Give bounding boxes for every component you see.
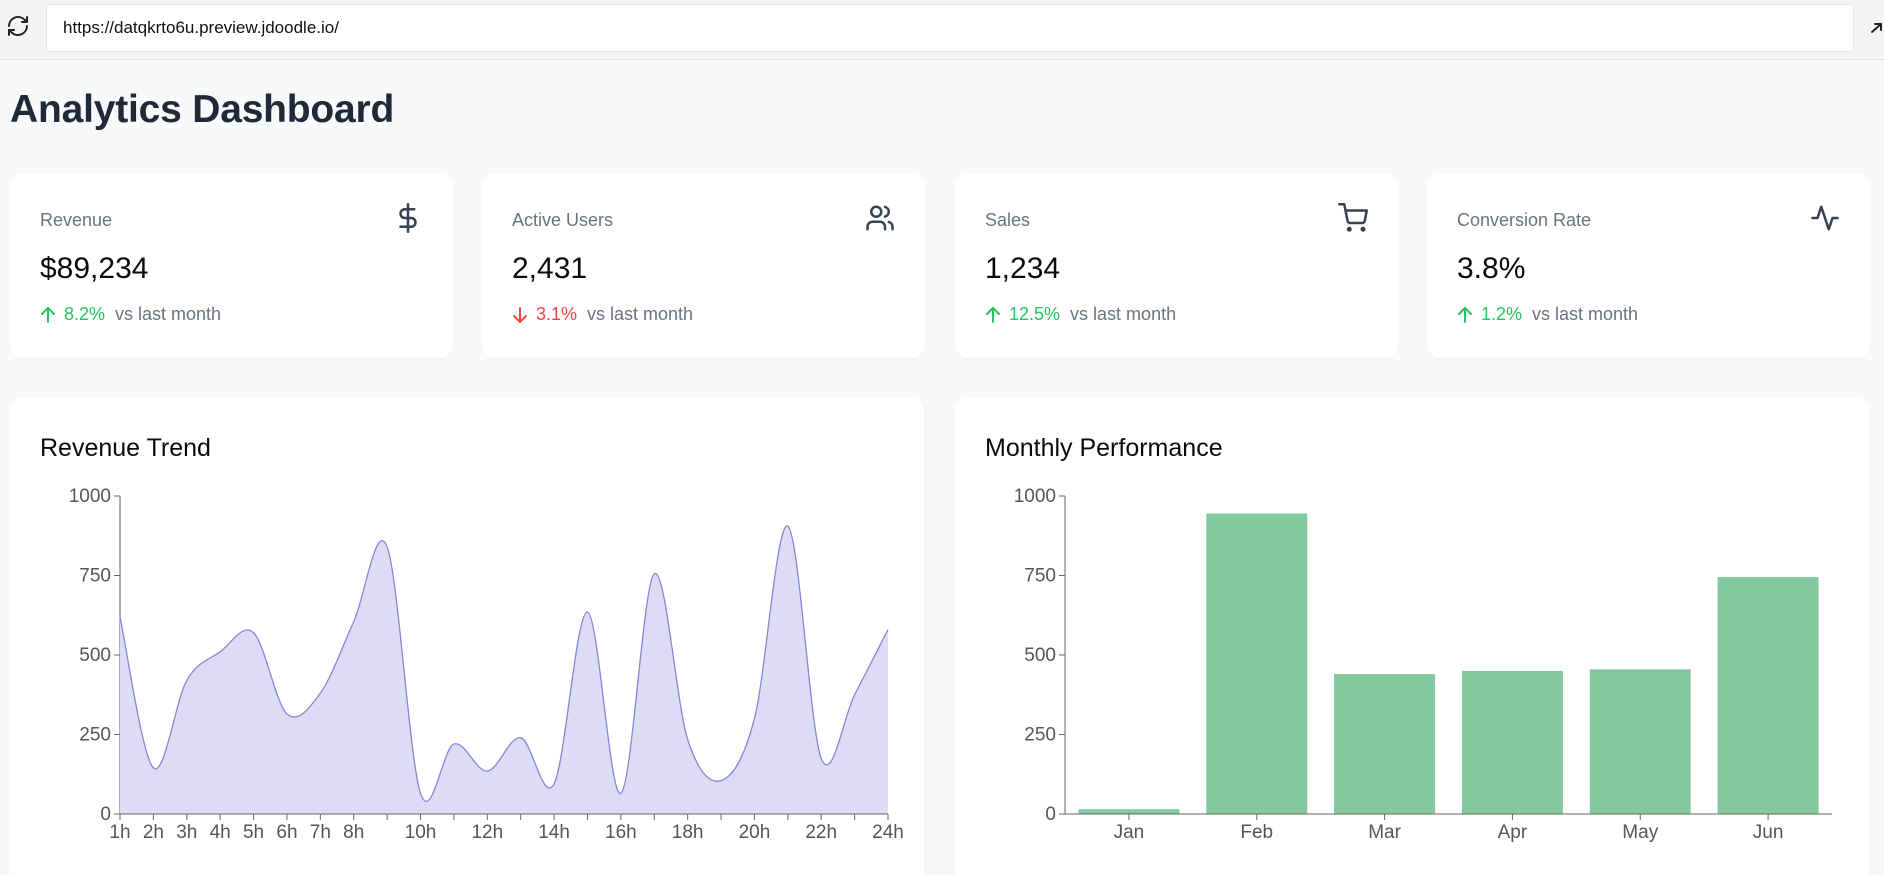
- stat-value: $89,234: [40, 252, 149, 285]
- monthly-performance-card: Monthly Performance 0 250 500 750 1000 Jan Feb…: [955, 398, 1869, 875]
- y-tick-label: 500: [79, 645, 111, 666]
- revenue-area-fill: [120, 526, 888, 814]
- stat-change-percent: 8.2%: [64, 304, 106, 324]
- bar-jun: [1717, 577, 1819, 814]
- y-tick-label: 250: [1024, 725, 1056, 746]
- x-tick-label: 8h: [343, 822, 364, 843]
- users-icon: [866, 205, 894, 231]
- y-tick-label: 250: [79, 725, 111, 746]
- bar-feb: [1206, 513, 1308, 814]
- stat-value: 1,234: [985, 252, 1061, 285]
- x-tick-label: Apr: [1498, 822, 1528, 843]
- x-tick-label: Jan: [1114, 822, 1145, 843]
- x-tick-label: Mar: [1368, 822, 1401, 843]
- activity-icon: [1811, 205, 1839, 231]
- url-field[interactable]: https://datqkrto6u.preview.jdoodle.io/: [46, 4, 1854, 52]
- stat-change: 3.1% vs last month: [512, 304, 693, 325]
- x-tick-label: 4h: [210, 822, 231, 843]
- bar-apr: [1461, 670, 1563, 814]
- stat-change: 1.2% vs last month: [1457, 304, 1638, 325]
- stat-change-percent: 3.1%: [536, 304, 578, 324]
- stat-change: 12.5% vs last month: [985, 304, 1176, 325]
- x-tick-label: 7h: [310, 822, 331, 843]
- x-tick-label: 3h: [176, 822, 197, 843]
- stat-change-percent: 12.5%: [1009, 304, 1061, 324]
- stat-label: Sales: [985, 210, 1031, 230]
- revenue-trend-card: Revenue Trend 0 250 500 750 1000 1h 2h 3h 4h 5h 6h…: [10, 398, 924, 875]
- bar-may: [1589, 669, 1691, 814]
- stat-value: 3.8%: [1457, 252, 1526, 285]
- x-tick-label: 10h: [405, 822, 437, 843]
- stat-card-sales: Sales 1,234 12.5% vs last month: [955, 174, 1398, 358]
- page-title: Analytics Dashboard: [10, 88, 395, 131]
- y-tick-label: 1000: [69, 486, 111, 507]
- x-tick-label: 18h: [672, 822, 704, 843]
- x-tick-label: May: [1622, 822, 1658, 843]
- bar-mar: [1334, 674, 1436, 814]
- revenue-trend-title: Revenue Trend: [40, 434, 211, 462]
- monthly-performance-title: Monthly Performance: [985, 434, 1223, 462]
- bar-jan: [1078, 809, 1180, 814]
- revenue-area-line: [119, 525, 889, 802]
- arrow-up-icon: [1458, 306, 1472, 323]
- x-tick-label: 14h: [538, 822, 570, 843]
- stat-label: Revenue: [40, 210, 113, 230]
- x-tick-label: 5h: [243, 822, 264, 843]
- x-tick-label: Feb: [1240, 822, 1273, 843]
- stat-change-comparison: vs last month: [115, 304, 222, 324]
- stat-change: 8.2% vs last month: [40, 304, 221, 325]
- stat-change-percent: 1.2%: [1481, 304, 1523, 324]
- arrow-up-right-icon[interactable]: [1870, 18, 1884, 38]
- stat-label: Active Users: [512, 210, 614, 230]
- x-tick-label: 1h: [109, 822, 130, 843]
- browser-toolbar: https://datqkrto6u.preview.jdoodle.io/: [0, 0, 1884, 60]
- dollar-icon: [399, 203, 417, 233]
- stat-value: 2,431: [512, 252, 588, 285]
- arrow-down-icon: [513, 306, 527, 323]
- stat-change-comparison: vs last month: [1070, 304, 1177, 324]
- y-tick-label: 1000: [1014, 486, 1056, 507]
- arrow-up-icon: [41, 306, 55, 323]
- reload-icon[interactable]: [6, 14, 30, 38]
- y-tick-label: 0: [100, 804, 111, 825]
- cart-icon: [1338, 203, 1368, 232]
- x-tick-label: 20h: [739, 822, 771, 843]
- stat-change-comparison: vs last month: [1532, 304, 1639, 324]
- y-tick-label: 750: [1024, 566, 1056, 587]
- arrow-up-icon: [986, 306, 1000, 323]
- x-tick-label: 16h: [605, 822, 637, 843]
- stat-card-revenue: Revenue $89,234 8.2% vs last month: [10, 174, 453, 358]
- stat-card-active-users: Active Users 2,431 3.1% vs last month: [482, 174, 925, 358]
- x-tick-label: 2h: [143, 822, 164, 843]
- x-tick-label: 24h: [872, 822, 904, 843]
- x-tick-label: 22h: [805, 822, 837, 843]
- x-tick-label: 12h: [471, 822, 503, 843]
- monthly-performance-chart: 0 250 500 750 1000 Jan Feb Mar Apr May Jun: [1014, 486, 1832, 843]
- revenue-trend-chart: 0 250 500 750 1000 1h 2h 3h 4h 5h 6h 7h 8h 10h 12h 14h 1…: [69, 486, 904, 843]
- y-tick-label: 0: [1045, 804, 1056, 825]
- x-tick-label: 6h: [276, 822, 297, 843]
- x-tick-label: Jun: [1753, 822, 1784, 843]
- y-tick-label: 750: [79, 566, 111, 587]
- stat-change-comparison: vs last month: [587, 304, 694, 324]
- stat-card-conversion-rate: Conversion Rate 3.8% 1.2% vs last month: [1427, 174, 1870, 358]
- stat-label: Conversion Rate: [1457, 210, 1592, 230]
- y-tick-label: 500: [1024, 645, 1056, 666]
